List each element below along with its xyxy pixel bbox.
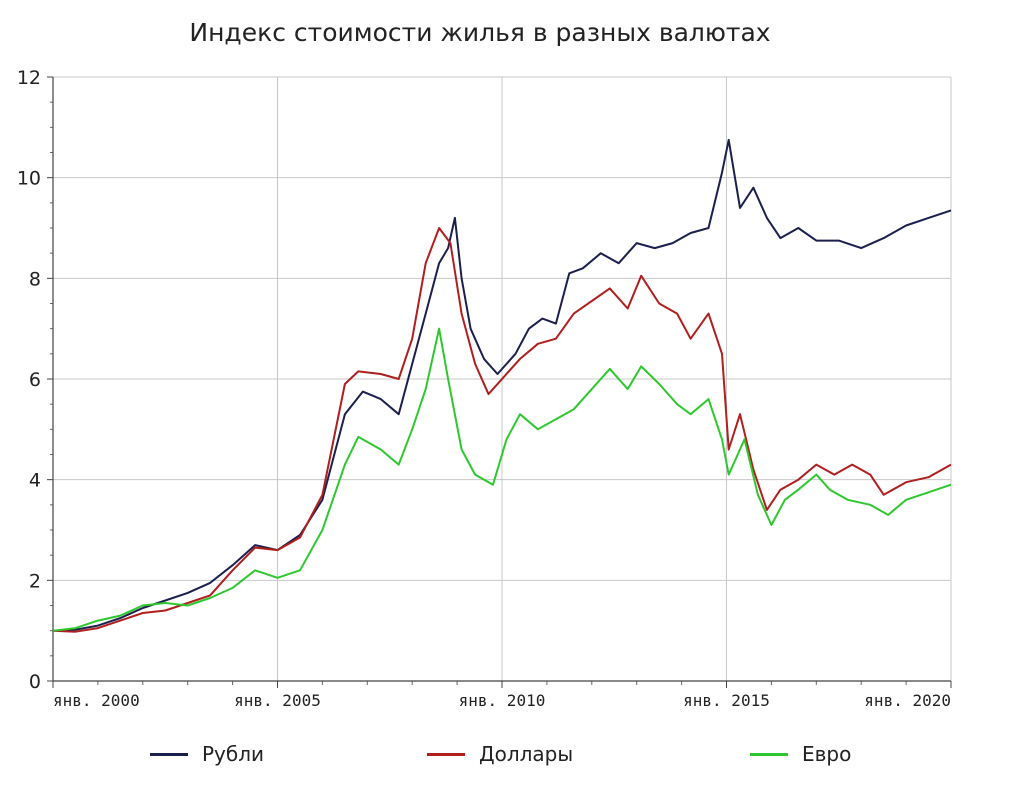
legend-label-usd: Доллары	[479, 742, 574, 766]
y-tick-label: 10	[17, 168, 41, 190]
y-tick-label: 8	[29, 268, 41, 290]
series-line-usd	[52, 227, 952, 633]
series-line-eur	[52, 327, 952, 632]
x-tick-label: янв. 2015	[683, 691, 770, 710]
y-tick-label: 12	[17, 67, 41, 89]
y-tick-label: 4	[29, 470, 41, 492]
y-tick-label: 0	[29, 671, 41, 693]
legend-swatch-rub	[150, 752, 188, 756]
series-line-rub	[52, 138, 952, 632]
legend-swatch-eur	[750, 752, 788, 756]
y-tick-label: 6	[29, 369, 41, 391]
legend-item-rub: Рубли	[150, 742, 264, 766]
chart-title: Индекс стоимости жилья в разных валютах	[189, 18, 771, 47]
line-chart: 0 2 4 6 8 10 12 янв. 2000 янв. 2005 янв. 2010 янв.…	[17, 67, 952, 710]
x-tick-label: янв. 2010	[459, 691, 546, 710]
legend-swatch-usd	[427, 752, 465, 756]
legend-label-eur: Евро	[802, 742, 852, 766]
legend-item-eur: Евро	[750, 742, 851, 766]
x-tick-label: янв. 2000	[53, 691, 140, 710]
y-tick-label: 2	[29, 570, 41, 592]
x-tick-label: янв. 2005	[234, 691, 321, 710]
x-tick-label: янв. 2020	[864, 691, 951, 710]
legend-label-rub: Рубли	[202, 742, 265, 766]
legend-item-usd: Доллары	[427, 742, 573, 766]
